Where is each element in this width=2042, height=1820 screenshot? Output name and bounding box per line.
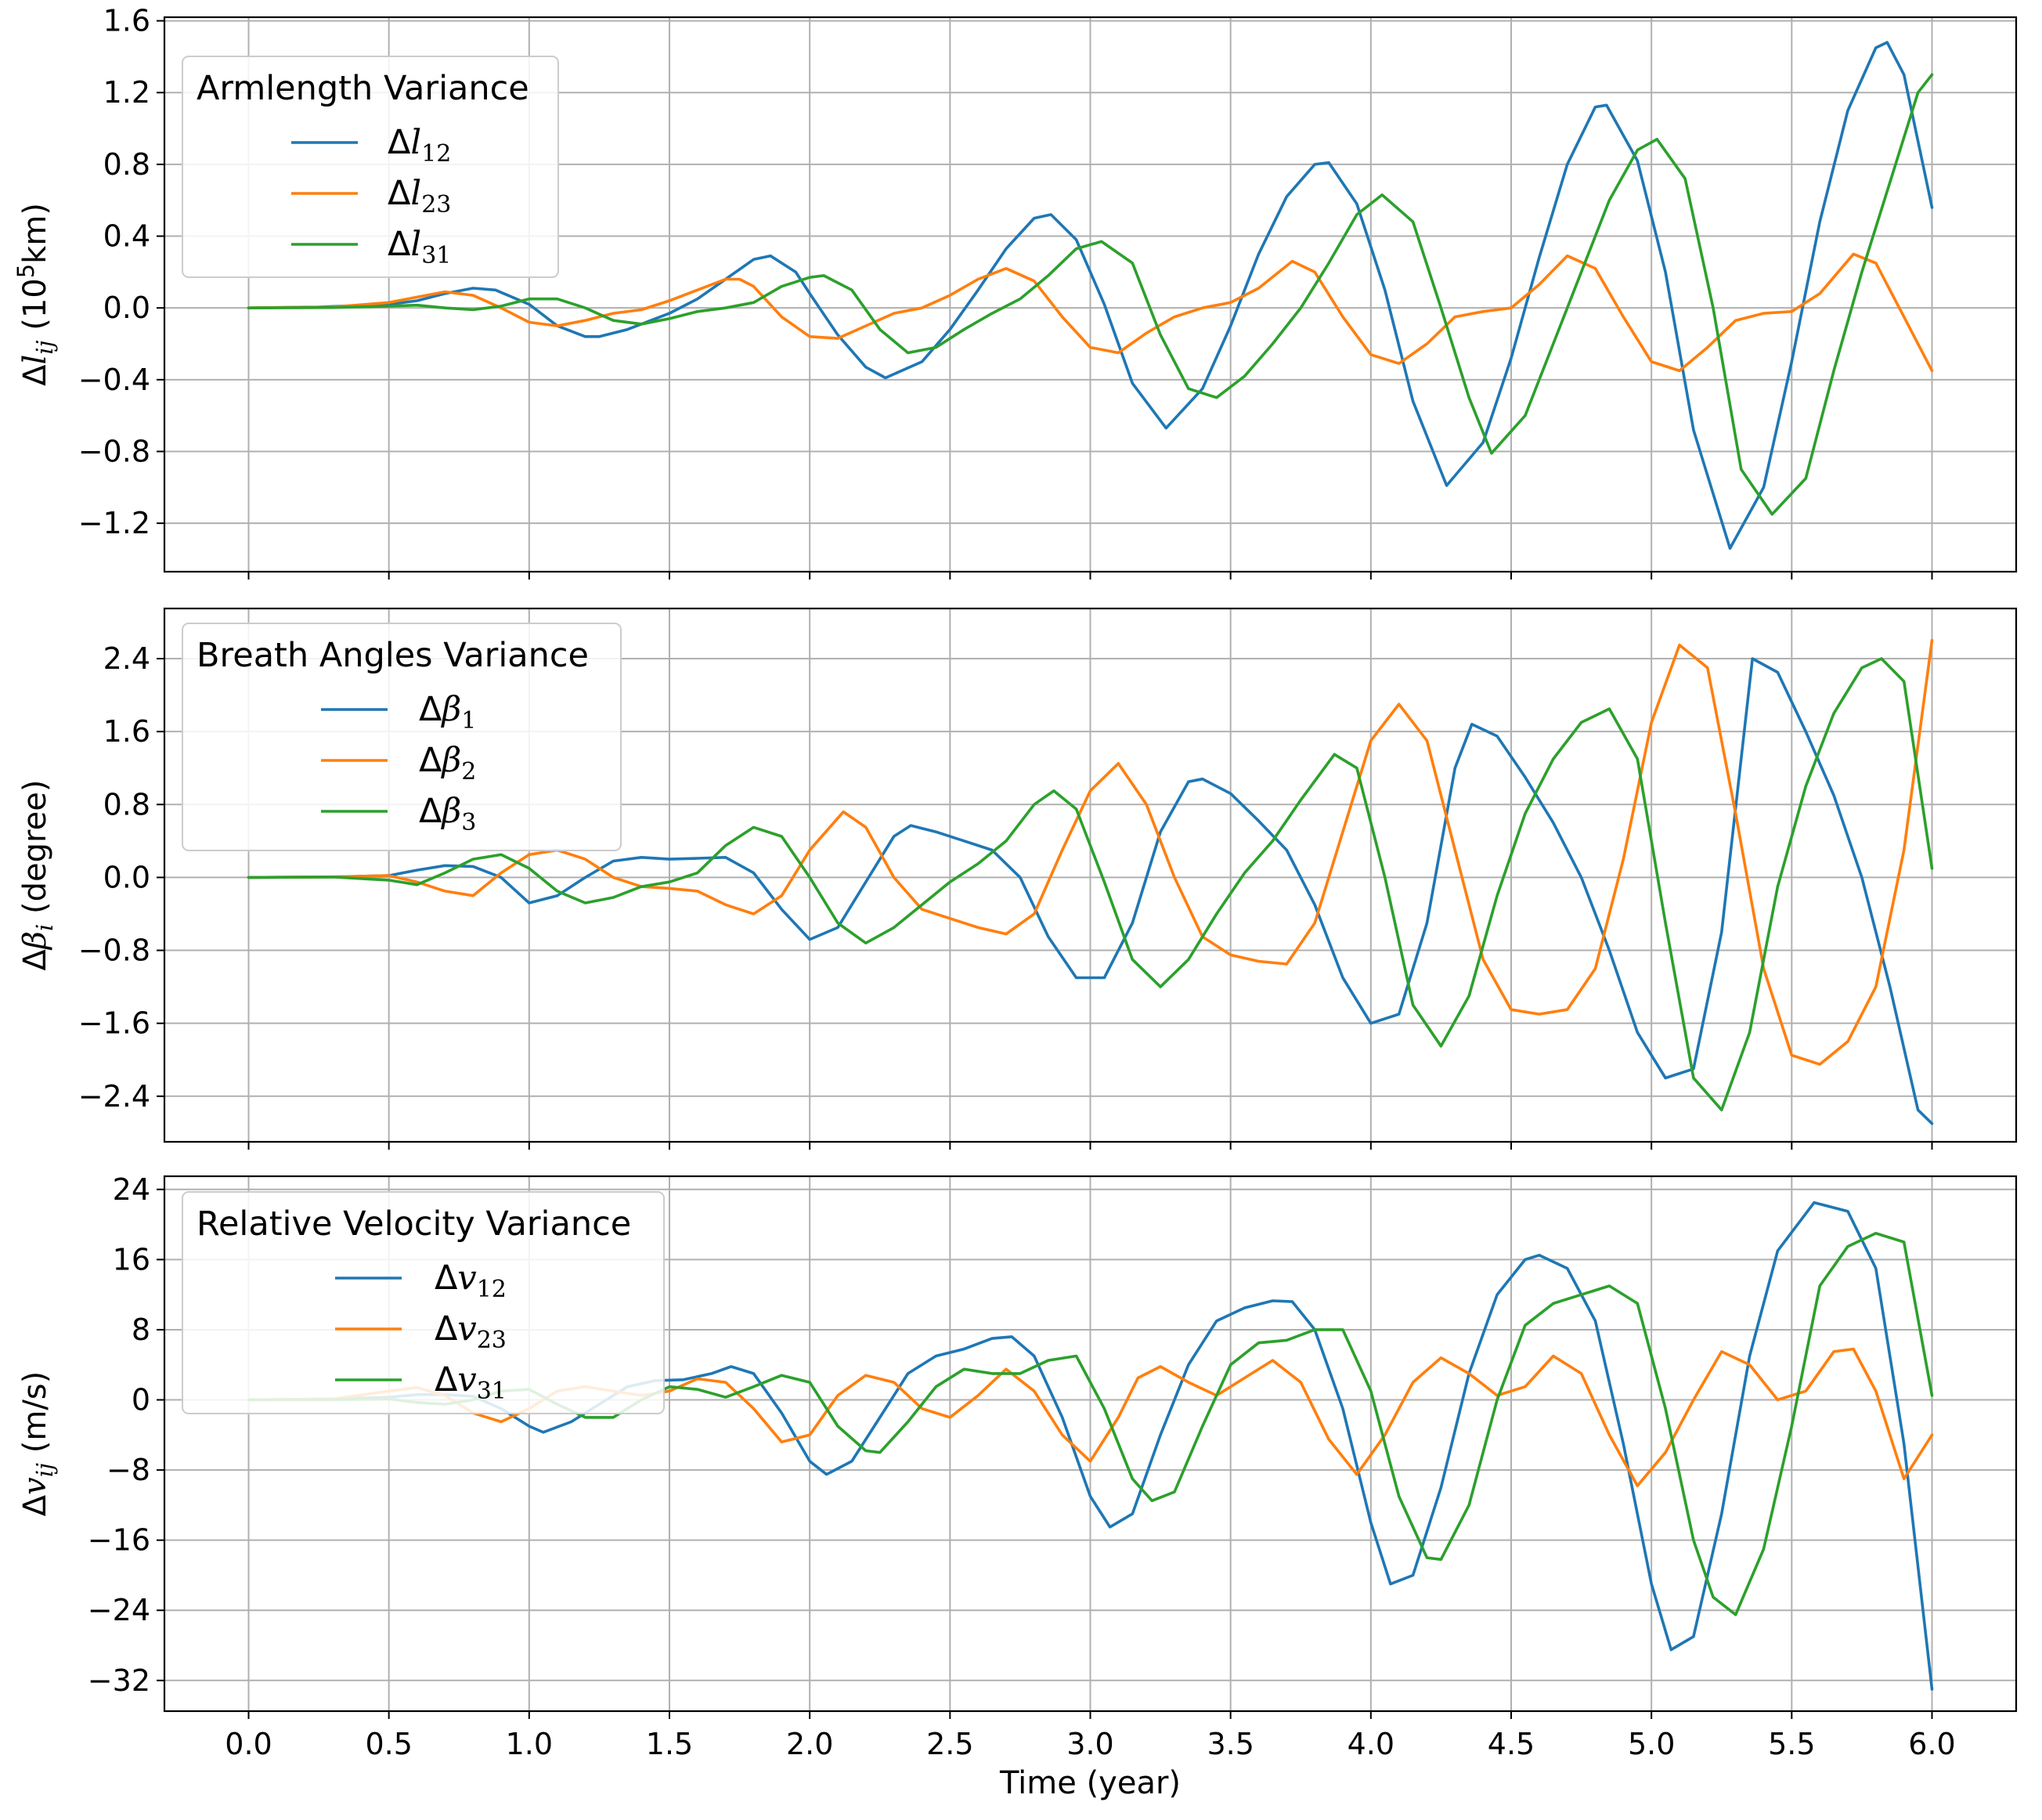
y-tick-label: 2.4: [103, 641, 150, 676]
legend-entry-3: Δβ3: [419, 792, 476, 836]
y-axis-label: Δlij (105km): [13, 203, 58, 386]
y-tick-label: 1.6: [103, 714, 150, 749]
x-tick-label: 3.5: [1207, 1727, 1254, 1761]
x-tick-label: 2.0: [786, 1727, 833, 1761]
legend-entry-2: Δβ2: [419, 741, 476, 785]
y-tick-label: −32: [88, 1663, 150, 1698]
y-tick-label: 8: [132, 1313, 150, 1347]
series-line-3: [247, 657, 1934, 1112]
y-tick-label: 16: [113, 1242, 150, 1277]
legend: Breath Angles Variance Δβ1 Δβ2 Δβ3: [182, 623, 622, 851]
y-tick-label: −24: [88, 1593, 150, 1627]
series-line-2: [247, 638, 1934, 1066]
y-axis-label: Δvij (m/s): [17, 1371, 58, 1516]
x-tick-label: 2.5: [926, 1727, 973, 1761]
legend-entry-12: Δl12: [388, 123, 451, 168]
x-tick-label: 5.5: [1768, 1727, 1815, 1761]
x-axis-label: Time (year): [999, 1765, 1181, 1801]
x-tick-label: 4.5: [1488, 1727, 1535, 1761]
panel-3: −32 −24 −16 −8 0 8 16 24 0.0 0.5 1.0 1.5 2.0 2.5 3.0 3.…: [17, 1172, 2018, 1761]
legend-box: [182, 623, 622, 851]
legend-title: Armlength Variance: [197, 69, 529, 108]
series-line-1: [247, 657, 1934, 1125]
x-tick-label: 0.5: [365, 1727, 412, 1761]
legend-entry-1: Δβ1: [419, 690, 476, 735]
series-line-31: [247, 73, 1934, 516]
x-tick-label: 6.0: [1908, 1727, 1955, 1761]
x-tick-label: 5.0: [1628, 1727, 1675, 1761]
y-tick-label: 1.2: [103, 75, 150, 110]
legend-entry-12: Δv12: [435, 1258, 507, 1303]
legend-title: Breath Angles Variance: [197, 636, 589, 675]
y-tick-label: 0.4: [103, 219, 150, 254]
y-tick-label: −8: [106, 1453, 150, 1487]
y-tick-label: 24: [113, 1172, 150, 1207]
y-tick-label: −1.2: [78, 506, 150, 540]
y-tick-label: 0.0: [103, 860, 150, 894]
series-line-31: [247, 1232, 1934, 1616]
legend-entry-23: Δl23: [388, 174, 451, 218]
y-tick-label: 0.0: [103, 291, 150, 325]
panel-2: −2.4 −1.6 −0.8 0.0 0.8 1.6 2.4 Δβi (degree) Brea…: [17, 607, 2018, 1150]
y-tick-label: −0.8: [78, 933, 150, 968]
legend-box: [182, 56, 559, 278]
x-tick-label: 1.5: [646, 1727, 693, 1761]
y-axis-label: Δβi (degree): [17, 780, 58, 971]
y-tick-label: 1.6: [103, 4, 150, 38]
x-tick-label: 4.0: [1348, 1727, 1394, 1761]
y-tick-label: 0.8: [103, 147, 150, 182]
x-tick-label: 1.0: [506, 1727, 553, 1761]
legend-title: Relative Velocity Variance: [197, 1204, 631, 1244]
y-tick-label: −0.4: [78, 363, 150, 397]
legend: Relative Velocity Variance Δv12 Δv23 Δv31: [182, 1191, 665, 1414]
y-tick-label: −16: [88, 1523, 150, 1558]
panel-1: −1.2 −0.8 −0.4 0.0 0.4 0.8 1.2 1.6 Δlij (105km) A…: [13, 4, 2018, 580]
legend-box: [182, 1191, 665, 1414]
y-tick-label: −0.8: [78, 434, 150, 468]
x-tick-label: 3.0: [1066, 1727, 1113, 1761]
legend-entry-31: Δv31: [435, 1360, 507, 1405]
y-tick-label: 0: [132, 1383, 150, 1417]
y-tick-label: −1.6: [78, 1006, 150, 1041]
legend-entry-31: Δl31: [388, 225, 451, 269]
legend: Armlength Variance Δl12 Δl23 Δl31: [182, 56, 559, 278]
y-tick-label: 0.8: [103, 787, 150, 822]
x-tick-label: 0.0: [225, 1727, 272, 1761]
legend-entry-23: Δv23: [435, 1309, 507, 1354]
series-line-12: [247, 41, 1934, 550]
y-tick-label: −2.4: [78, 1079, 150, 1114]
